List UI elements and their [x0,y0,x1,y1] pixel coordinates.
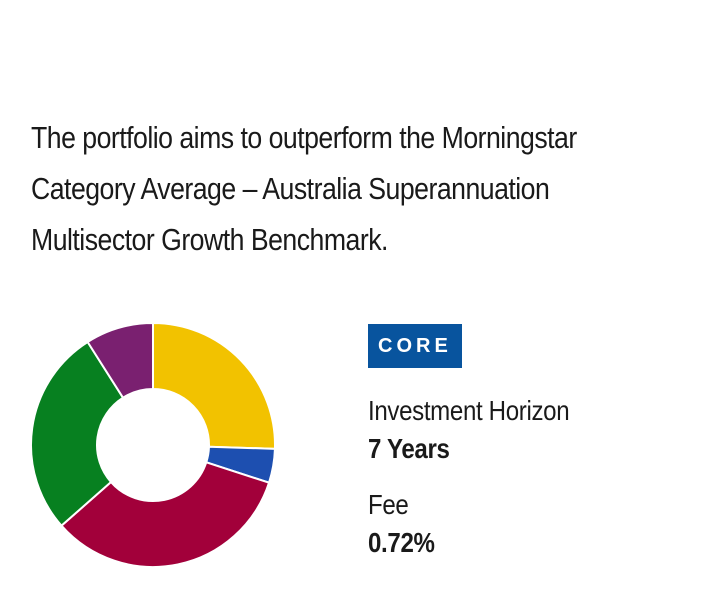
allocation-donut-chart [20,312,290,582]
portfolio-info-panel: CORE Investment Horizon 7 Years Fee 0.72… [368,324,698,560]
core-badge: CORE [368,324,462,368]
donut-slice-4 [30,340,125,528]
donut-slice-5 [86,321,154,400]
donut-chart-svg [30,321,276,568]
objective-line-2: Category Average – Australia Superannuat… [31,171,550,206]
investment-horizon-label: Investment Horizon [368,395,570,426]
objective-line-3: Multisector Growth Benchmark. [31,222,388,257]
portfolio-objective-text: The portfolio aims to outperform the Mor… [31,112,599,265]
objective-line-1: The portfolio aims to outperform the Mor… [31,120,577,155]
donut-slice-3 [60,461,271,568]
fee-label: Fee [368,489,409,520]
investment-horizon-value: 7 Years [368,433,450,464]
fee-value: 0.72% [368,527,435,558]
donut-slice-1 [152,321,276,450]
